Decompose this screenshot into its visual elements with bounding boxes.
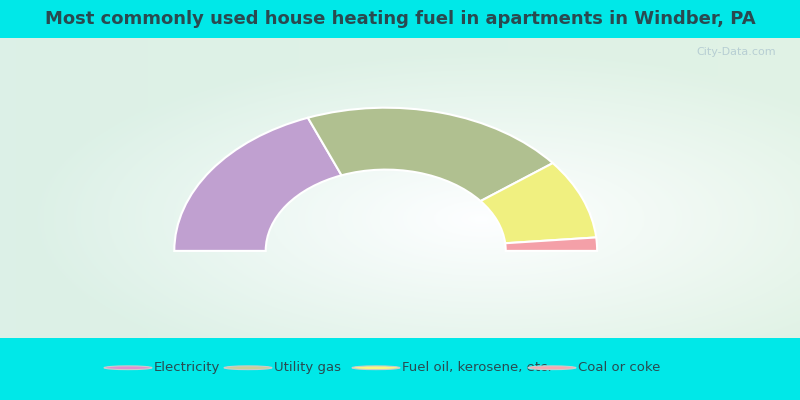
Text: Electricity: Electricity [154, 361, 220, 374]
Circle shape [528, 366, 576, 370]
Wedge shape [308, 108, 553, 201]
Circle shape [352, 366, 400, 370]
Circle shape [104, 366, 152, 370]
Wedge shape [505, 238, 597, 251]
Text: Coal or coke: Coal or coke [578, 361, 660, 374]
Wedge shape [481, 163, 596, 243]
Circle shape [224, 366, 272, 370]
Text: Most commonly used house heating fuel in apartments in Windber, PA: Most commonly used house heating fuel in… [45, 10, 755, 28]
Text: Fuel oil, kerosene, etc.: Fuel oil, kerosene, etc. [402, 361, 551, 374]
Text: City-Data.com: City-Data.com [696, 47, 776, 57]
Wedge shape [174, 118, 342, 251]
Text: Utility gas: Utility gas [274, 361, 341, 374]
